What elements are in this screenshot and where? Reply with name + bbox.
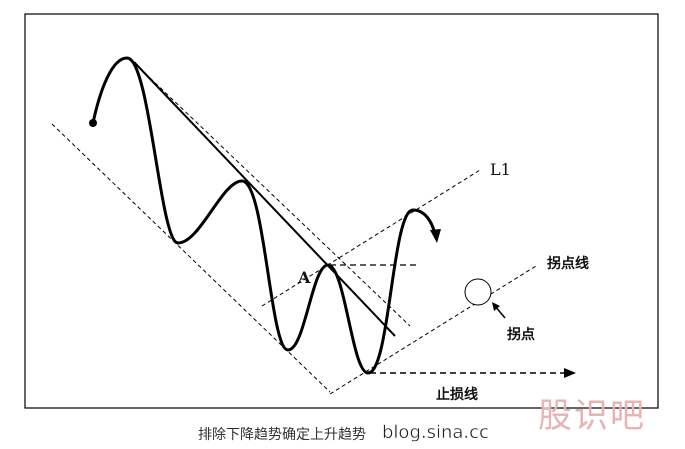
upper-channel-line <box>149 77 411 327</box>
label-stop-loss-line: 止损线 <box>436 387 478 403</box>
downtrend-line <box>133 61 396 337</box>
inflection-circle <box>464 278 492 306</box>
stop-loss-arrow-icon <box>564 368 576 378</box>
logo: 股识吧 <box>538 396 646 436</box>
label-inflection-point: 拐点 <box>507 327 535 343</box>
start-dot <box>89 119 97 127</box>
price-curve <box>91 56 437 375</box>
label-a: A <box>298 268 311 287</box>
caption: 排除下降趋势确定上升趋势 <box>198 427 366 443</box>
lower-channel-line <box>51 123 331 393</box>
l1-line <box>261 169 481 307</box>
frame <box>24 13 659 409</box>
label-inflection-line: 拐点线 <box>547 256 589 272</box>
watermark: blog.sina.cc <box>382 422 489 443</box>
inflection-arrow-icon <box>492 302 500 311</box>
inflection-line <box>329 265 537 395</box>
label-l1: L1 <box>490 160 511 179</box>
curve-arrow-icon <box>430 229 441 243</box>
